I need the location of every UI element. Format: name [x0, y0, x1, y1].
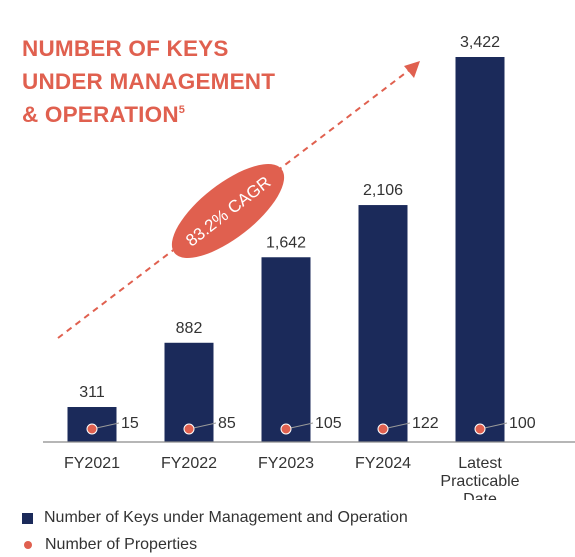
cagr-ellipse: [171, 164, 285, 258]
property-marker-2: [280, 423, 292, 435]
legend-item-properties: Number of Properties: [22, 536, 197, 554]
property-value-label-2: 105: [315, 415, 342, 432]
property-marker-4: [474, 423, 486, 435]
bar-value-label-2: 1,642: [266, 234, 306, 251]
property-value-label-1: 85: [218, 415, 236, 432]
legend-label-keys: Number of Keys under Management and Oper…: [44, 509, 408, 526]
x-tick-label-4-1: Practicable: [440, 473, 519, 490]
title-line-1: NUMBER OF KEYS: [22, 36, 229, 61]
x-tick-label-1: FY2022: [161, 455, 217, 472]
bar-value-label-3: 2,106: [363, 182, 403, 199]
title-line-3-text: & OPERATION: [22, 102, 179, 127]
property-value-label-3: 122: [412, 415, 439, 432]
property-value-label-0: 15: [121, 415, 139, 432]
title-line-2: UNDER MANAGEMENT: [22, 69, 276, 94]
x-tick-label-4-2: Date: [463, 491, 497, 500]
legend-item-keys: Number of Keys under Management and Oper…: [22, 509, 408, 527]
cagr-arrow-head: [404, 61, 420, 78]
chart-title: NUMBER OF KEYS UNDER MANAGEMENT & OPERAT…: [22, 32, 275, 131]
x-tick-label-2: FY2023: [258, 455, 314, 472]
bar-chart: 83.2% CAGR 311 15 FY2021 882 85 FY2022 1,642 105…: [43, 34, 575, 500]
legend-swatch-properties: [24, 541, 32, 549]
property-marker-1: [183, 423, 195, 435]
legend-label-properties: Number of Properties: [45, 536, 198, 553]
bar-keys-4: [455, 57, 505, 442]
property-value-label-4: 100: [509, 415, 536, 432]
property-marker-0: [86, 423, 98, 435]
bar-value-label-1: 882: [176, 320, 203, 337]
bar-keys-3: [358, 205, 408, 442]
x-tick-label-4-0: Latest: [458, 455, 502, 472]
bar-value-label-4: 3,422: [460, 34, 500, 51]
property-marker-3: [377, 423, 389, 435]
title-footnote: 5: [178, 104, 186, 116]
bar-keys-2: [261, 257, 311, 442]
title-line-3: & OPERATION5: [22, 98, 275, 131]
legend-swatch-keys: [22, 512, 33, 524]
x-tick-label-0: FY2021: [64, 455, 120, 472]
bar-value-label-0: 311: [79, 384, 105, 401]
x-tick-label-3: FY2024: [355, 455, 411, 472]
cagr-badge: 83.2% CAGR: [171, 164, 285, 258]
